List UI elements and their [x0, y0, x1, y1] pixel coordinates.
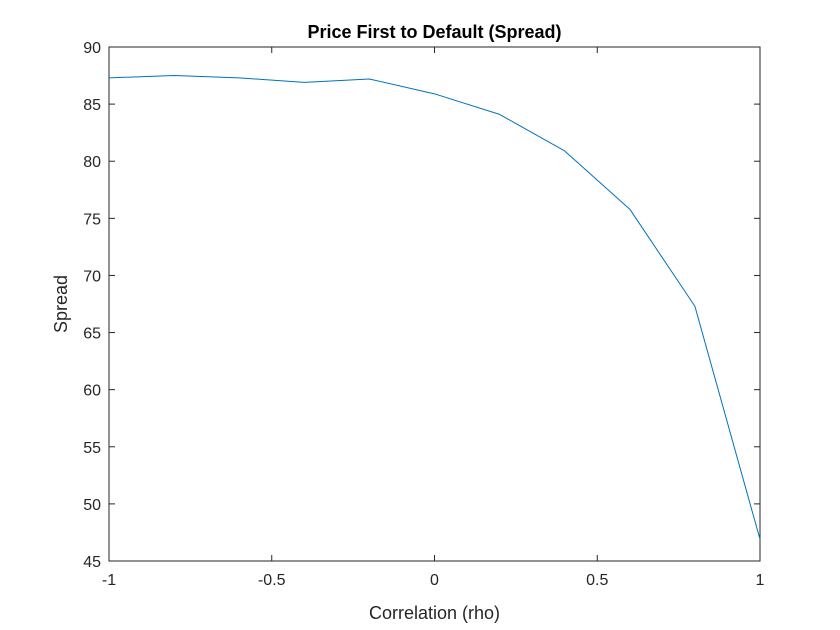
chart-title: Price First to Default (Spread) [307, 22, 561, 42]
y-tick-label: 45 [83, 554, 101, 571]
x-tick-label: -0.5 [258, 572, 286, 589]
x-axis-ticks: -1 -0.5 0 0.5 1 [102, 47, 765, 589]
x-tick-label: -1 [102, 572, 116, 589]
x-tick-label: 0 [430, 572, 439, 589]
x-tick-label: 1 [756, 572, 765, 589]
y-tick-label: 90 [83, 40, 101, 57]
y-axis-ticks: 45 50 55 60 65 70 75 80 85 90 [83, 40, 760, 571]
y-axis-label: Spread [51, 275, 71, 333]
y-tick-label: 65 [83, 326, 101, 343]
y-tick-label: 75 [83, 211, 101, 228]
series-line [108, 75, 761, 540]
y-tick-label: 55 [83, 440, 101, 457]
x-axis-label: Correlation (rho) [369, 603, 500, 623]
y-tick-label: 50 [83, 497, 101, 514]
y-tick-label: 60 [83, 383, 101, 400]
y-tick-label: 70 [83, 268, 101, 285]
y-tick-label: 80 [83, 154, 101, 171]
plot-area [108, 46, 761, 562]
series-layer [108, 75, 761, 540]
x-tick-label: 0.5 [586, 572, 608, 589]
y-tick-label: 85 [83, 97, 101, 114]
